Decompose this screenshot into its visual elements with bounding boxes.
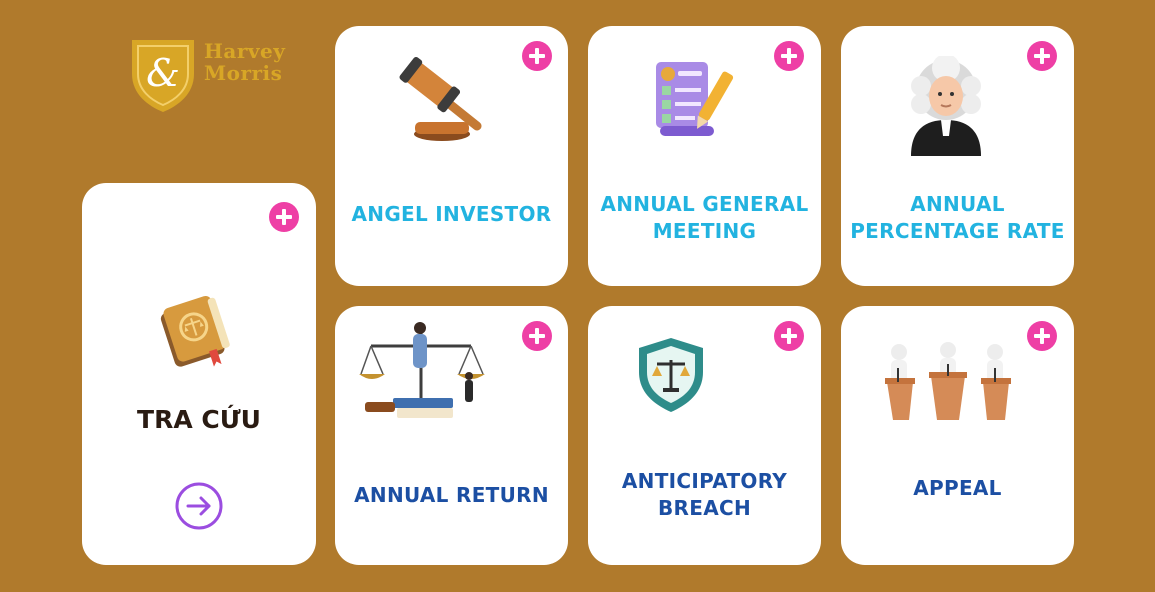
brand-name-line2: Morris xyxy=(204,61,283,85)
expand-plus-icon[interactable] xyxy=(522,41,552,71)
term-label: ANNUAL RETURN xyxy=(354,483,549,507)
courtroom-debate-icon xyxy=(885,342,1011,420)
term-label: ANGEL INVESTOR xyxy=(351,202,552,226)
term-label: APPEAL xyxy=(913,476,1002,500)
gavel-icon xyxy=(399,56,482,141)
term-label-line2: MEETING xyxy=(652,219,757,243)
term-label: ANNUAL PERCENTAGE RATE xyxy=(841,191,1074,245)
term-card-angel-investor[interactable]: ANGEL INVESTOR xyxy=(335,26,568,286)
expand-plus-icon[interactable] xyxy=(774,321,804,351)
lookup-title: TRA CỨU xyxy=(137,405,261,434)
term-label: ANNUAL GENERAL MEETING xyxy=(588,191,821,245)
term-card-anticipatory-breach[interactable]: ANTICIPATORY BREACH xyxy=(588,306,821,565)
term-label-line1: ANTICIPATORY xyxy=(621,469,788,493)
term-card-annual-percentage-rate[interactable]: ANNUAL PERCENTAGE RATE xyxy=(841,26,1074,286)
brand-logo: & Harvey Morris xyxy=(128,34,298,114)
expand-plus-icon[interactable] xyxy=(774,41,804,71)
brand-name-line1: Harvey xyxy=(204,39,286,63)
term-label-line2: BREACH xyxy=(657,496,751,520)
arrow-right-circle-icon[interactable] xyxy=(174,481,224,531)
term-label: ANTICIPATORY BREACH xyxy=(588,468,821,522)
term-label-line2: PERCENTAGE RATE xyxy=(850,219,1065,243)
document-checklist-icon xyxy=(656,62,734,136)
expand-plus-icon[interactable] xyxy=(1027,41,1057,71)
term-card-annual-general-meeting[interactable]: ANNUAL GENERAL MEETING xyxy=(588,26,821,286)
expand-plus-icon[interactable] xyxy=(522,321,552,351)
expand-plus-icon[interactable] xyxy=(1027,321,1057,351)
term-label-line1: ANNUAL GENERAL xyxy=(600,192,809,216)
term-card-annual-return[interactable]: ANNUAL RETURN xyxy=(335,306,568,565)
judge-icon xyxy=(911,56,981,156)
term-label-line1: ANNUAL xyxy=(910,192,1005,216)
lookup-card[interactable]: TRA CỨU xyxy=(82,183,316,565)
law-book-icon xyxy=(160,295,230,367)
shield-scales-icon xyxy=(639,338,703,412)
term-card-appeal[interactable]: APPEAL xyxy=(841,306,1074,565)
shield-logo-icon: & xyxy=(132,40,194,112)
logo-symbol: & xyxy=(146,51,180,95)
expand-plus-icon[interactable] xyxy=(269,202,299,232)
scales-of-justice-icon xyxy=(359,322,485,418)
brand-name: Harvey Morris xyxy=(204,40,285,84)
